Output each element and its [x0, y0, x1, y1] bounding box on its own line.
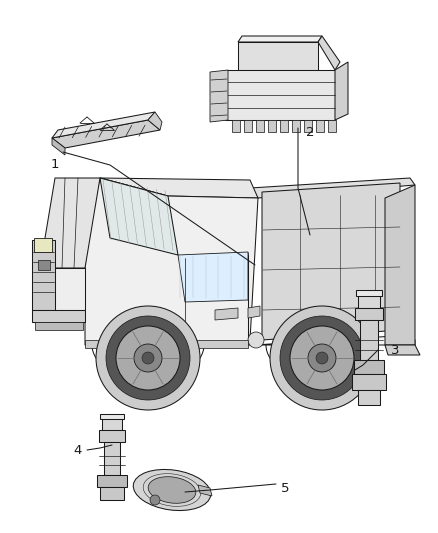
- Polygon shape: [356, 290, 382, 296]
- Polygon shape: [250, 178, 415, 198]
- Polygon shape: [280, 120, 288, 132]
- Polygon shape: [268, 120, 276, 132]
- Polygon shape: [354, 360, 384, 374]
- Text: 1: 1: [51, 157, 59, 171]
- Polygon shape: [52, 138, 65, 155]
- Polygon shape: [292, 120, 300, 132]
- Text: 3: 3: [391, 343, 399, 357]
- Polygon shape: [318, 36, 340, 70]
- Text: 5: 5: [281, 481, 289, 495]
- Polygon shape: [104, 442, 120, 475]
- Polygon shape: [148, 112, 162, 130]
- Polygon shape: [304, 120, 312, 132]
- Polygon shape: [99, 430, 125, 442]
- Circle shape: [316, 352, 328, 364]
- Polygon shape: [52, 112, 155, 138]
- Circle shape: [270, 306, 374, 410]
- Polygon shape: [40, 178, 100, 268]
- Polygon shape: [97, 475, 127, 487]
- Polygon shape: [358, 390, 380, 405]
- Circle shape: [290, 326, 354, 390]
- Ellipse shape: [148, 477, 196, 503]
- Circle shape: [96, 306, 200, 410]
- Polygon shape: [316, 120, 324, 132]
- Polygon shape: [352, 374, 386, 390]
- Polygon shape: [238, 36, 322, 42]
- Polygon shape: [85, 340, 248, 348]
- Text: 4: 4: [74, 443, 82, 456]
- Text: 2: 2: [306, 126, 314, 140]
- Polygon shape: [34, 238, 52, 252]
- Circle shape: [134, 344, 162, 372]
- Polygon shape: [358, 295, 380, 308]
- Polygon shape: [52, 120, 160, 148]
- Polygon shape: [100, 414, 124, 419]
- Circle shape: [150, 495, 160, 505]
- Polygon shape: [328, 120, 336, 132]
- Polygon shape: [85, 178, 258, 345]
- Polygon shape: [238, 42, 318, 70]
- Polygon shape: [35, 322, 83, 330]
- Polygon shape: [385, 185, 415, 345]
- Polygon shape: [355, 308, 383, 320]
- Polygon shape: [100, 487, 124, 500]
- Polygon shape: [215, 308, 238, 320]
- Polygon shape: [32, 310, 85, 322]
- Polygon shape: [248, 190, 415, 345]
- Circle shape: [280, 316, 364, 400]
- Polygon shape: [38, 260, 50, 270]
- Polygon shape: [248, 306, 260, 318]
- Polygon shape: [244, 120, 252, 132]
- Polygon shape: [40, 268, 85, 310]
- Polygon shape: [335, 62, 348, 120]
- Circle shape: [248, 332, 264, 348]
- Polygon shape: [256, 120, 264, 132]
- Polygon shape: [102, 418, 122, 430]
- Polygon shape: [210, 70, 228, 122]
- Polygon shape: [100, 178, 258, 198]
- Polygon shape: [100, 178, 178, 255]
- Polygon shape: [198, 485, 212, 496]
- Circle shape: [308, 344, 336, 372]
- Polygon shape: [32, 240, 55, 310]
- Polygon shape: [360, 320, 378, 360]
- Circle shape: [116, 326, 180, 390]
- Polygon shape: [262, 183, 400, 340]
- Polygon shape: [385, 345, 420, 355]
- Polygon shape: [232, 120, 240, 132]
- Circle shape: [142, 352, 154, 364]
- Circle shape: [106, 316, 190, 400]
- Polygon shape: [178, 252, 248, 302]
- Polygon shape: [225, 70, 335, 120]
- Ellipse shape: [133, 470, 211, 511]
